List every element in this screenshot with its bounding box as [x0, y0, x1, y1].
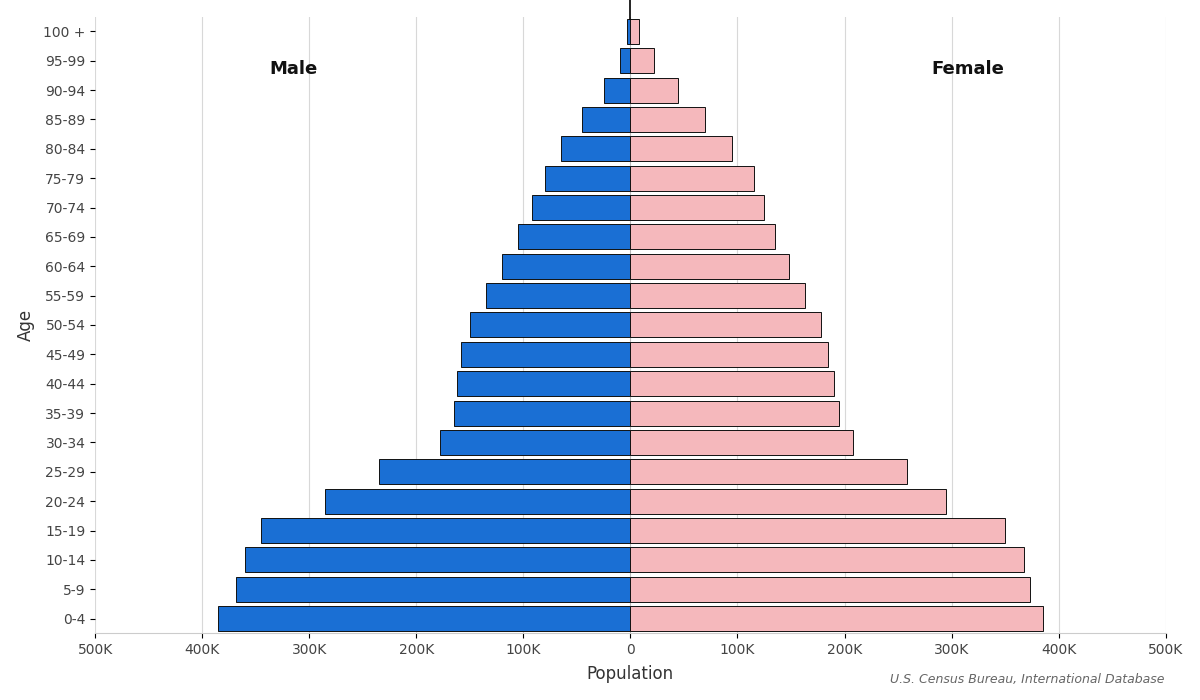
- Bar: [630, 459, 907, 484]
- Y-axis label: Age: Age: [17, 309, 35, 341]
- Bar: [218, 606, 630, 631]
- Bar: [630, 400, 839, 426]
- Bar: [630, 195, 764, 220]
- Bar: [630, 606, 1043, 631]
- Bar: [619, 48, 630, 74]
- Bar: [518, 225, 630, 249]
- Bar: [604, 78, 630, 103]
- Bar: [236, 577, 630, 602]
- Bar: [545, 166, 630, 190]
- Bar: [630, 254, 788, 279]
- Bar: [630, 371, 834, 396]
- Bar: [630, 283, 805, 308]
- Bar: [262, 518, 630, 543]
- X-axis label: Population: Population: [587, 665, 674, 683]
- Bar: [582, 107, 630, 132]
- Bar: [630, 78, 678, 103]
- Bar: [461, 342, 630, 367]
- Bar: [630, 577, 1030, 602]
- Bar: [628, 19, 630, 44]
- Bar: [470, 312, 630, 337]
- Bar: [379, 459, 630, 484]
- Bar: [630, 312, 821, 337]
- Bar: [630, 19, 638, 44]
- Bar: [325, 489, 630, 514]
- Bar: [630, 166, 754, 190]
- Bar: [457, 371, 630, 396]
- Bar: [630, 518, 1006, 543]
- Bar: [440, 430, 630, 455]
- Bar: [532, 195, 630, 220]
- Bar: [454, 400, 630, 426]
- Bar: [630, 225, 775, 249]
- Bar: [630, 547, 1025, 573]
- Bar: [630, 107, 706, 132]
- Bar: [502, 254, 630, 279]
- Bar: [630, 489, 947, 514]
- Bar: [560, 136, 630, 161]
- Bar: [630, 136, 732, 161]
- Bar: [245, 547, 630, 573]
- Bar: [630, 342, 828, 367]
- Text: Male: Male: [269, 60, 317, 78]
- Bar: [486, 283, 630, 308]
- Text: Female: Female: [931, 60, 1004, 78]
- Text: U.S. Census Bureau, International Database: U.S. Census Bureau, International Databa…: [889, 673, 1164, 686]
- Bar: [630, 430, 853, 455]
- Bar: [630, 48, 654, 74]
